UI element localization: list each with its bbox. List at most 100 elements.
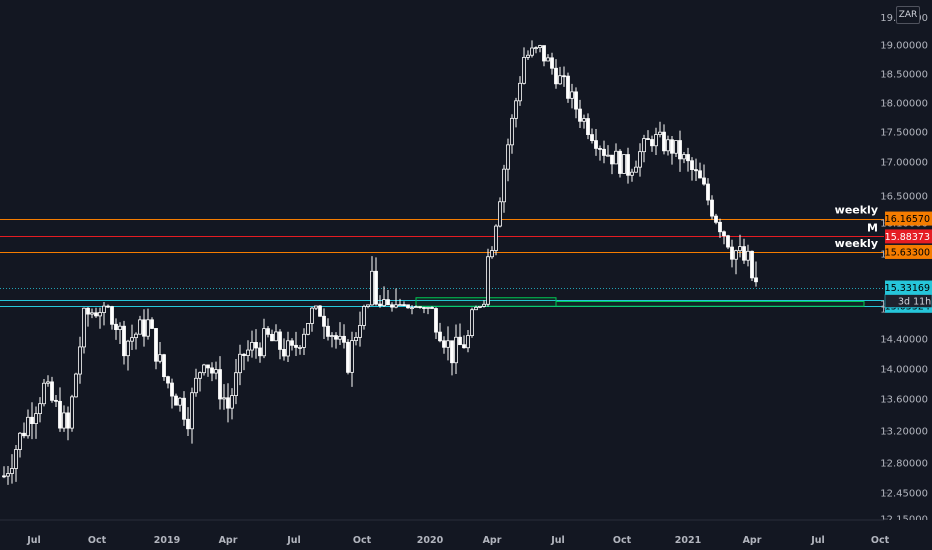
candle-body bbox=[310, 307, 314, 324]
candle-body bbox=[750, 250, 754, 279]
price-tick-label: 18.00000 bbox=[880, 99, 928, 110]
candle-body bbox=[618, 150, 622, 174]
current-price-badge-bg bbox=[885, 280, 932, 295]
candle-body bbox=[498, 201, 502, 227]
candle-body bbox=[426, 307, 430, 309]
candle-body bbox=[278, 331, 282, 350]
candle-body bbox=[326, 325, 330, 337]
price-axis-bg[interactable] bbox=[884, 0, 932, 520]
zone-box-1 bbox=[555, 301, 865, 307]
candle-body bbox=[14, 449, 18, 469]
candle-body bbox=[370, 270, 374, 306]
candle-body bbox=[710, 199, 714, 217]
candle-body bbox=[206, 364, 210, 369]
candle-body bbox=[562, 75, 566, 78]
candle-body bbox=[382, 299, 386, 307]
candle-body bbox=[138, 319, 142, 335]
candle-body bbox=[10, 468, 14, 474]
candle-body bbox=[106, 305, 110, 308]
candle-body bbox=[250, 342, 254, 351]
time-axis-bg[interactable] bbox=[0, 520, 932, 550]
candle-body bbox=[318, 305, 322, 317]
candle-body bbox=[330, 335, 334, 337]
candle-body bbox=[66, 412, 70, 429]
candle-body bbox=[218, 369, 222, 400]
time-tick-label: Apr bbox=[483, 535, 502, 546]
candle-body bbox=[198, 372, 202, 379]
candle-body bbox=[78, 346, 82, 375]
candle-body bbox=[90, 312, 94, 315]
level-badge-1-bg bbox=[885, 229, 932, 244]
candle-body bbox=[502, 168, 506, 203]
candle-body bbox=[314, 305, 318, 309]
candle-body bbox=[526, 54, 530, 58]
candle-body bbox=[246, 349, 250, 356]
candle-body bbox=[602, 148, 606, 156]
time-tick-label: Apr bbox=[219, 535, 238, 546]
candle-body bbox=[654, 134, 658, 147]
candle-body bbox=[398, 304, 402, 306]
candle-body bbox=[274, 331, 278, 342]
time-axis[interactable]: Jul Oct 2019 Apr Jul Oct 2020 Apr Jul Oct 2021 Apr J… bbox=[26, 535, 889, 546]
candle-body bbox=[566, 75, 570, 99]
candle-body bbox=[222, 397, 226, 400]
candle-body bbox=[686, 154, 690, 162]
current-price-badge-label: 15.33169 bbox=[885, 283, 930, 294]
candle-body bbox=[582, 118, 586, 122]
candle-body bbox=[166, 376, 170, 384]
candle-body bbox=[678, 140, 682, 160]
candle-body bbox=[630, 171, 634, 176]
candle-body bbox=[178, 397, 182, 406]
candle-body bbox=[694, 169, 698, 172]
candle-body bbox=[18, 432, 22, 450]
candle-body bbox=[150, 319, 154, 329]
candle-body bbox=[82, 307, 86, 348]
currency-button[interactable]: ZAR bbox=[896, 6, 920, 24]
candle-body bbox=[666, 139, 670, 152]
candle-body bbox=[542, 45, 546, 62]
candle-body bbox=[586, 118, 590, 135]
candle-body bbox=[230, 395, 234, 409]
candle-body bbox=[202, 364, 206, 374]
candle-body bbox=[134, 333, 138, 339]
candle-body bbox=[258, 347, 262, 357]
candle-body bbox=[646, 138, 650, 140]
candle-body bbox=[594, 140, 598, 149]
candle-body bbox=[466, 335, 470, 349]
time-tick-label: Jul bbox=[550, 535, 565, 546]
candle-body bbox=[622, 154, 626, 174]
current-price-badge-countdown-bg bbox=[884, 294, 932, 308]
price-tick-label: 16.50000 bbox=[880, 192, 928, 203]
candle-body bbox=[282, 349, 286, 357]
candle-body bbox=[598, 148, 602, 150]
candle-body bbox=[194, 377, 198, 394]
candle-body bbox=[122, 325, 126, 357]
candle-body bbox=[402, 304, 406, 306]
candle-body bbox=[394, 304, 398, 308]
candle-body bbox=[54, 399, 58, 402]
candle-body bbox=[46, 381, 50, 384]
demand-zones bbox=[415, 297, 865, 307]
candle-body bbox=[174, 395, 178, 406]
candle-body bbox=[442, 340, 446, 348]
candle-body bbox=[462, 344, 466, 349]
candle-body bbox=[234, 372, 238, 396]
price-tick-label: 14.00000 bbox=[880, 365, 928, 376]
candle-body bbox=[262, 328, 266, 357]
price-tick-label: 17.50000 bbox=[880, 128, 928, 139]
price-badges: 16.1657015.8837315.6330015.2343315.05524… bbox=[884, 211, 932, 313]
candle-body bbox=[186, 418, 190, 430]
time-tick-label: 2020 bbox=[417, 535, 444, 546]
candle-body bbox=[226, 397, 230, 409]
candle-body bbox=[6, 473, 10, 477]
candle-body bbox=[38, 403, 42, 415]
candle-body bbox=[650, 139, 654, 147]
candle-body bbox=[346, 341, 350, 373]
candle-body bbox=[50, 381, 54, 401]
candle-body bbox=[390, 304, 394, 308]
candle-body bbox=[522, 57, 526, 84]
time-tick-label: 2021 bbox=[675, 535, 701, 546]
candle-body bbox=[658, 131, 662, 135]
